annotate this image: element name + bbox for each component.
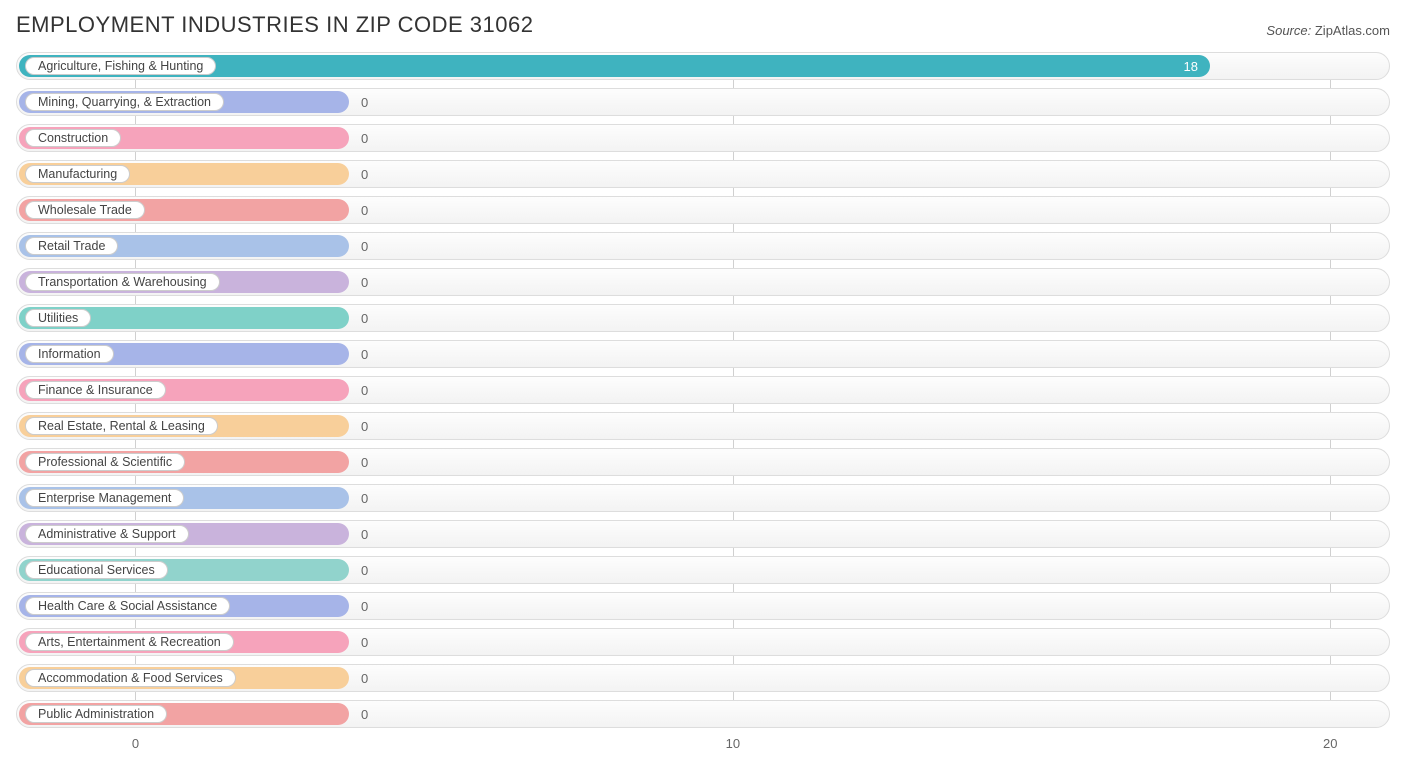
- bar-label-pill: Utilities: [25, 309, 91, 327]
- bar-row: Enterprise Management 0: [16, 484, 1390, 512]
- bar-value: 18: [1184, 55, 1198, 77]
- bar-value: 0: [361, 341, 368, 367]
- bar-label-pill: Health Care & Social Assistance: [25, 597, 230, 615]
- bar-value: 0: [361, 89, 368, 115]
- bar-label-pill: Construction: [25, 129, 121, 147]
- bar-value: 0: [361, 269, 368, 295]
- chart-header: EMPLOYMENT INDUSTRIES IN ZIP CODE 31062 …: [16, 12, 1390, 38]
- bar-label-pill: Transportation & Warehousing: [25, 273, 220, 291]
- bar-value: 0: [361, 125, 368, 151]
- source-value: ZipAtlas.com: [1315, 23, 1390, 38]
- bar-row: Wholesale Trade 0: [16, 196, 1390, 224]
- bar-label-pill: Enterprise Management: [25, 489, 184, 507]
- bar-label-pill: Mining, Quarrying, & Extraction: [25, 93, 224, 111]
- bar-label-pill: Public Administration: [25, 705, 167, 723]
- chart-rows: 18 Agriculture, Fishing & Hunting Mining, …: [16, 52, 1390, 728]
- source-label: Source:: [1266, 23, 1311, 38]
- bar-value: 0: [361, 629, 368, 655]
- bar-value: 0: [361, 485, 368, 511]
- chart-title: EMPLOYMENT INDUSTRIES IN ZIP CODE 31062: [16, 12, 534, 38]
- axis-tick-label: 20: [1323, 736, 1337, 751]
- bar-label-pill: Wholesale Trade: [25, 201, 145, 219]
- axis-tick-label: 10: [726, 736, 740, 751]
- bar-value: 0: [361, 665, 368, 691]
- bar-row: Educational Services 0: [16, 556, 1390, 584]
- bar-row: Health Care & Social Assistance 0: [16, 592, 1390, 620]
- bar-label-pill: Agriculture, Fishing & Hunting: [25, 57, 216, 75]
- bar-row: Administrative & Support 0: [16, 520, 1390, 548]
- bar-row: 18 Agriculture, Fishing & Hunting: [16, 52, 1390, 80]
- bar-value: 0: [361, 413, 368, 439]
- bar-row: Retail Trade 0: [16, 232, 1390, 260]
- bar-label-pill: Educational Services: [25, 561, 168, 579]
- bar-label-pill: Arts, Entertainment & Recreation: [25, 633, 234, 651]
- bar-label-pill: Retail Trade: [25, 237, 118, 255]
- bar-value: 0: [361, 161, 368, 187]
- bar-value: 0: [361, 305, 368, 331]
- bar-label-pill: Accommodation & Food Services: [25, 669, 236, 687]
- bar-row: Transportation & Warehousing 0: [16, 268, 1390, 296]
- bar-row: Real Estate, Rental & Leasing 0: [16, 412, 1390, 440]
- bar-label-pill: Information: [25, 345, 114, 363]
- bar-value: 0: [361, 233, 368, 259]
- bar-label-pill: Professional & Scientific: [25, 453, 185, 471]
- axis-tick-label: 0: [132, 736, 139, 751]
- bar-row: Construction 0: [16, 124, 1390, 152]
- bar-value: 0: [361, 197, 368, 223]
- bar-value: 0: [361, 377, 368, 403]
- bar-value: 0: [361, 521, 368, 547]
- bar-row: Manufacturing 0: [16, 160, 1390, 188]
- bar-value: 0: [361, 593, 368, 619]
- bar-row: Public Administration 0: [16, 700, 1390, 728]
- bar-label-pill: Finance & Insurance: [25, 381, 166, 399]
- bar-row: Finance & Insurance 0: [16, 376, 1390, 404]
- bar-value: 0: [361, 449, 368, 475]
- x-axis: 0 10 20: [16, 736, 1390, 758]
- chart-source: Source: ZipAtlas.com: [1266, 23, 1390, 38]
- bar-row: Accommodation & Food Services 0: [16, 664, 1390, 692]
- bar-row: Mining, Quarrying, & Extraction 0: [16, 88, 1390, 116]
- bar-label-pill: Manufacturing: [25, 165, 130, 183]
- bar-row: Arts, Entertainment & Recreation 0: [16, 628, 1390, 656]
- bar-value: 0: [361, 701, 368, 727]
- bar-row: Professional & Scientific 0: [16, 448, 1390, 476]
- bar-row: Utilities 0: [16, 304, 1390, 332]
- bar-label-pill: Real Estate, Rental & Leasing: [25, 417, 218, 435]
- bar-value: 0: [361, 557, 368, 583]
- bar-label-pill: Administrative & Support: [25, 525, 189, 543]
- bar-row: Information 0: [16, 340, 1390, 368]
- chart-area: 18 Agriculture, Fishing & Hunting Mining, …: [16, 52, 1390, 728]
